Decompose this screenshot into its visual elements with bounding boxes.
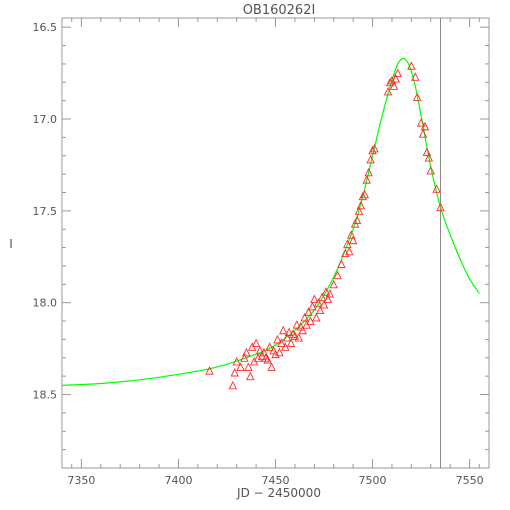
data-point — [346, 230, 356, 239]
y-tick-label: 17.0 — [33, 113, 58, 126]
data-point — [294, 333, 304, 342]
x-axis-label: JD − 2450000 — [236, 486, 321, 500]
model-curve — [61, 57, 480, 386]
data-point — [267, 362, 276, 371]
data-point — [358, 191, 368, 201]
data-point — [321, 287, 331, 296]
data-point — [310, 294, 319, 303]
data-point — [261, 353, 271, 362]
data-point — [416, 118, 426, 127]
data-point — [422, 147, 432, 157]
data-point — [279, 325, 288, 335]
data-point — [251, 338, 261, 348]
data-point — [263, 355, 272, 364]
data-point — [407, 61, 416, 70]
data-point — [242, 347, 251, 357]
data-point — [329, 279, 338, 289]
data-point — [436, 202, 445, 212]
data-point — [364, 167, 373, 177]
data-point — [304, 307, 313, 316]
data-point — [391, 74, 401, 83]
data-point — [317, 292, 327, 302]
data-point — [312, 312, 321, 322]
data-point — [383, 86, 393, 96]
data-point — [348, 235, 358, 245]
data-point — [362, 175, 371, 184]
data-point — [432, 184, 441, 193]
data-point — [337, 259, 346, 269]
data-point — [255, 345, 265, 355]
data-point — [323, 294, 333, 303]
data-point — [288, 329, 298, 338]
y-tick-label: 16.5 — [33, 21, 58, 34]
data-point — [246, 371, 255, 381]
data-point — [319, 300, 329, 309]
data-point — [284, 327, 294, 337]
data-point — [341, 248, 350, 258]
y-tick-label: 17.5 — [33, 205, 58, 218]
data-point — [273, 334, 282, 344]
x-tick-label: 7450 — [262, 474, 290, 487]
data-point — [259, 347, 269, 357]
data-point — [286, 338, 296, 348]
data-point — [275, 347, 284, 357]
x-axis: 7350 7400 7450 7500 7550 — [67, 18, 484, 487]
data-point — [300, 312, 309, 322]
data-point — [418, 129, 428, 138]
data-point — [345, 246, 354, 256]
data-point — [333, 270, 342, 280]
data-point — [356, 200, 366, 210]
data-point — [236, 362, 245, 371]
data-point — [412, 92, 422, 101]
x-tick-label: 7500 — [359, 474, 387, 487]
data-point — [354, 206, 364, 215]
data-point — [411, 72, 420, 81]
data-point — [230, 367, 239, 377]
data-point — [277, 338, 286, 348]
model-curve-layer — [61, 57, 480, 386]
data-point — [368, 145, 377, 155]
data-point — [265, 342, 274, 351]
data-point — [205, 366, 214, 375]
data-point — [244, 362, 253, 371]
data-point — [240, 353, 249, 362]
data-point — [360, 189, 370, 199]
data-point — [292, 320, 302, 329]
data-point — [366, 154, 375, 164]
data-point — [420, 121, 430, 131]
y-axis-label: I — [9, 237, 13, 251]
data-point — [313, 298, 323, 307]
data-point — [393, 68, 403, 78]
data-point — [228, 380, 238, 390]
data-point — [387, 75, 397, 85]
x-tick-label: 7550 — [456, 474, 484, 487]
data-point — [253, 353, 263, 362]
data-point — [271, 349, 280, 359]
y-axis: 16.5 17.0 17.5 18.0 18.5 — [33, 21, 489, 469]
data-point — [325, 289, 335, 298]
data-point — [426, 165, 436, 175]
data-point — [352, 215, 362, 224]
chart-title: OB160262I — [243, 3, 316, 18]
data-point — [424, 153, 434, 162]
plot-frame — [61, 17, 490, 469]
x-tick-label: 7400 — [164, 474, 192, 487]
data-point — [370, 143, 379, 153]
y-tick-label: 18.0 — [33, 297, 58, 310]
data-point — [298, 325, 307, 335]
data-point — [290, 331, 300, 340]
y-tick-label: 18.5 — [33, 389, 58, 402]
data-point — [389, 81, 399, 90]
data-point — [232, 356, 241, 366]
data-point — [315, 305, 325, 314]
observation-points — [205, 61, 445, 390]
x-tick-label: 7350 — [67, 474, 95, 487]
